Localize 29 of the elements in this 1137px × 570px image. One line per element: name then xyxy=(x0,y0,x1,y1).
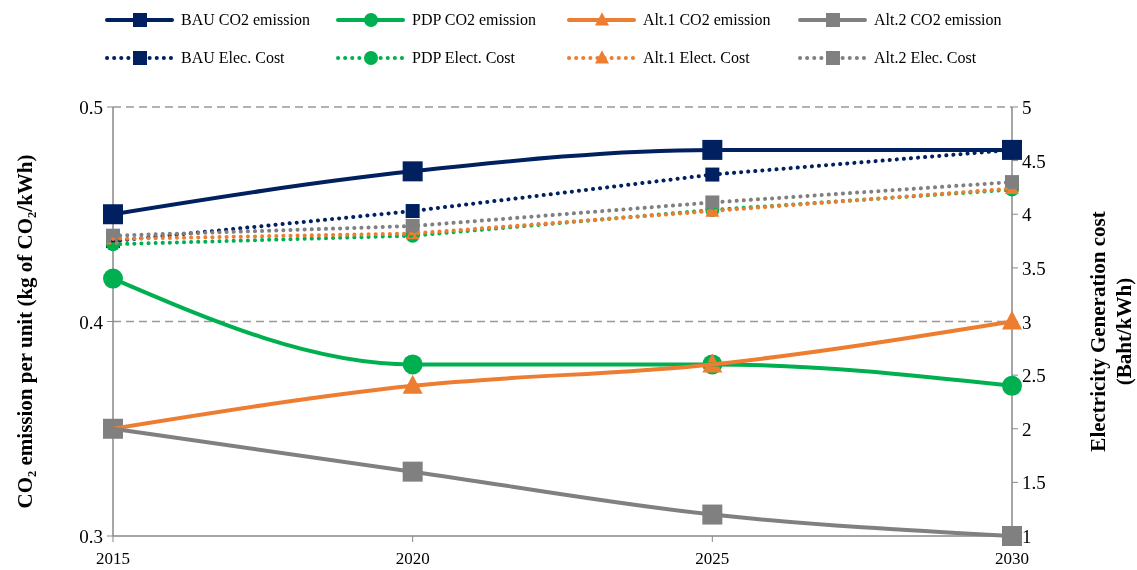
y2-tick-label: 3 xyxy=(1022,311,1032,333)
y2-tick-label: 2 xyxy=(1022,418,1032,440)
x-tick-label: 2015 xyxy=(96,549,130,568)
point xyxy=(1002,526,1022,546)
y2-tick-label: 1 xyxy=(1022,526,1032,547)
y2-axis-title: Electricity Generation cost (Baht/kWh) xyxy=(1086,211,1136,452)
x-tick-label: 2030 xyxy=(995,549,1029,568)
y2-tick-label: 2.5 xyxy=(1022,365,1046,387)
legend-label: Alt.2 Elec. Cost xyxy=(874,49,977,66)
point xyxy=(1005,175,1019,190)
y2-tick-label: 3.5 xyxy=(1022,257,1046,279)
y2-tick-label: 4 xyxy=(1022,204,1032,226)
y-tick-label: 0.3 xyxy=(79,526,103,547)
legend-label: Alt.1 CO2 emission xyxy=(643,11,771,28)
x-tick-label: 2020 xyxy=(395,549,430,568)
point xyxy=(1002,310,1022,330)
legend-label: PDP CO2 emission xyxy=(412,11,536,28)
y-tick-label: 0.4 xyxy=(79,311,104,333)
y2-tick-label: 4.5 xyxy=(1022,150,1046,172)
legend-label: PDP Elect. Cost xyxy=(412,49,516,66)
legend-label: BAU CO2 emission xyxy=(181,11,310,28)
legend-label: Alt.2 CO2 emission xyxy=(874,11,1002,28)
legend-label: Alt.1 Elect. Cost xyxy=(643,49,751,66)
y-tick-label: 0.5 xyxy=(79,97,103,118)
x-tick-label: 2025 xyxy=(695,549,730,568)
y2-tick-label: 5 xyxy=(1022,97,1032,118)
legend-label: BAU Elec. Cost xyxy=(181,49,286,66)
y2-tick-label: 1.5 xyxy=(1022,472,1046,494)
y-axis-title: CO₂ emission per unit (kg of CO₂/kWh) xyxy=(13,154,37,509)
